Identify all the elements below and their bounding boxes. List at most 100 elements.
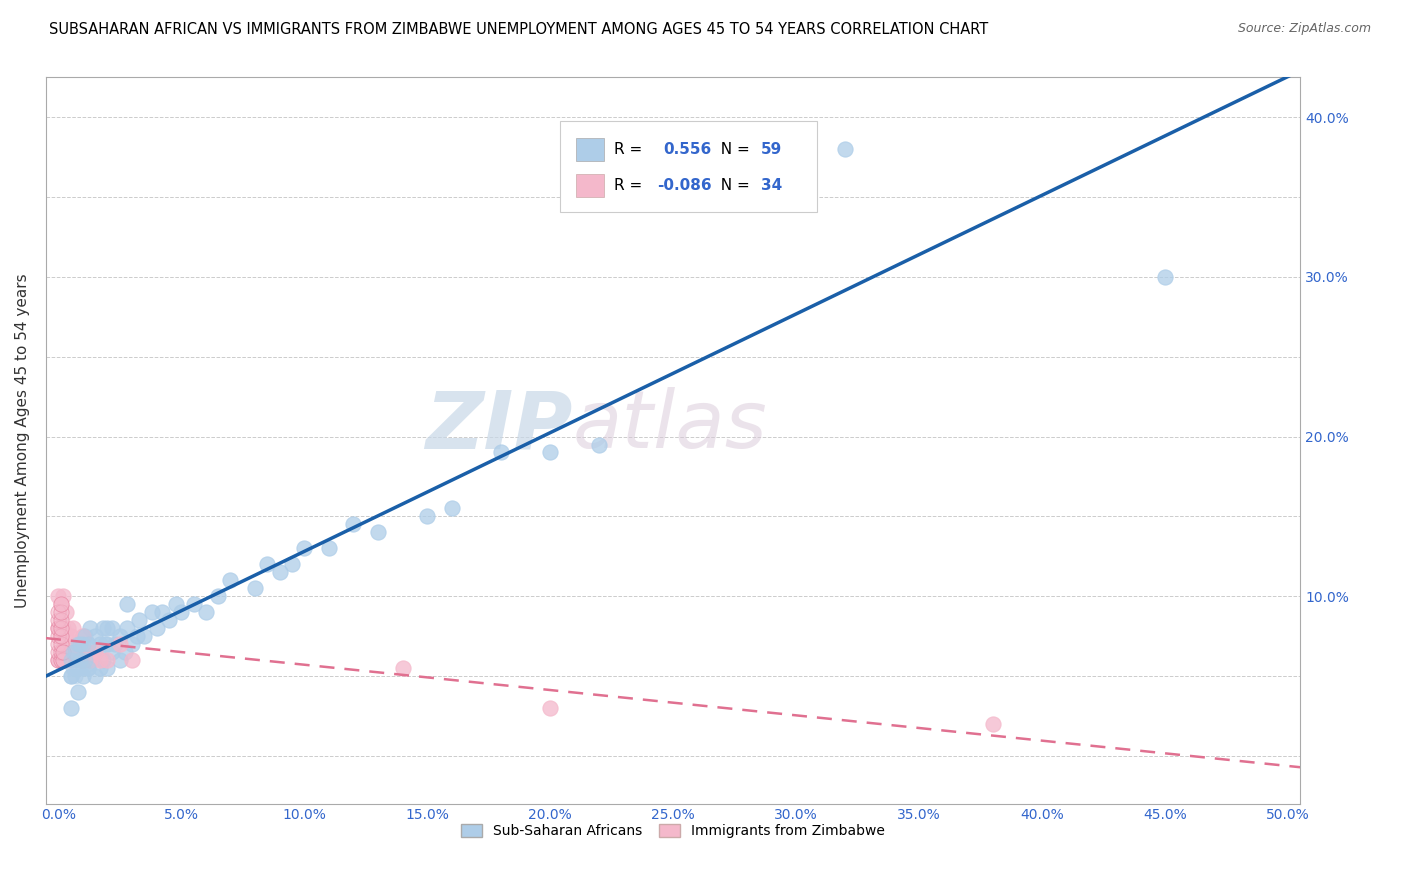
Point	[52, 589, 75, 603]
Point	[49, 597, 72, 611]
Point	[72, 637, 94, 651]
Point	[101, 645, 124, 659]
Point	[52, 653, 75, 667]
Point	[49, 621, 72, 635]
Bar	[576, 137, 605, 161]
Point	[108, 629, 131, 643]
Point	[66, 645, 89, 659]
Point	[52, 645, 75, 659]
Point	[84, 669, 107, 683]
Point	[342, 517, 364, 532]
Point	[194, 605, 217, 619]
Point	[62, 661, 84, 675]
Point	[538, 445, 561, 459]
Text: SUBSAHARAN AFRICAN VS IMMIGRANTS FROM ZIMBABWE UNEMPLOYMENT AMONG AGES 45 TO 54 : SUBSAHARAN AFRICAN VS IMMIGRANTS FROM ZI…	[49, 22, 988, 37]
Text: 0.556: 0.556	[664, 142, 711, 157]
Point	[65, 653, 87, 667]
Point	[49, 605, 72, 619]
Point	[391, 661, 413, 675]
Point	[49, 629, 72, 643]
Text: R =: R =	[614, 178, 647, 194]
Point	[56, 621, 79, 635]
Y-axis label: Unemployment Among Ages 45 to 54 years: Unemployment Among Ages 45 to 54 years	[15, 273, 30, 607]
Bar	[576, 174, 605, 197]
Point	[256, 558, 278, 572]
Point	[46, 653, 69, 667]
Point	[52, 621, 75, 635]
Point	[114, 645, 136, 659]
Point	[55, 629, 77, 643]
Point	[49, 629, 72, 643]
Point	[46, 621, 69, 635]
Text: 59: 59	[761, 142, 782, 157]
Point	[269, 565, 291, 579]
Text: 34: 34	[761, 178, 782, 194]
Point	[69, 653, 91, 667]
Point	[981, 716, 1004, 731]
Point	[121, 637, 143, 651]
Point	[69, 637, 91, 651]
Point	[165, 597, 187, 611]
Point	[46, 589, 69, 603]
Point	[56, 645, 79, 659]
Point	[49, 597, 72, 611]
Point	[183, 597, 205, 611]
Point	[46, 629, 69, 643]
Point	[91, 621, 114, 635]
Point	[134, 629, 156, 643]
Point	[1153, 269, 1175, 284]
Point	[72, 669, 94, 683]
Point	[89, 661, 111, 675]
Point	[125, 629, 148, 643]
Point	[59, 669, 82, 683]
Point	[66, 685, 89, 699]
Point	[79, 621, 101, 635]
Point	[96, 637, 118, 651]
Point	[49, 653, 72, 667]
Point	[62, 645, 84, 659]
Point	[72, 629, 94, 643]
Point	[75, 653, 97, 667]
Point	[94, 637, 117, 651]
Point	[150, 605, 173, 619]
Point	[84, 645, 107, 659]
Point	[207, 589, 229, 603]
Point	[96, 621, 118, 635]
Point	[46, 653, 69, 667]
Point	[62, 621, 84, 635]
Point	[89, 637, 111, 651]
FancyBboxPatch shape	[560, 121, 817, 211]
Point	[96, 661, 118, 675]
Point	[46, 637, 69, 651]
Point	[588, 437, 610, 451]
Point	[79, 653, 101, 667]
Point	[101, 621, 124, 635]
Point	[72, 653, 94, 667]
Point	[49, 645, 72, 659]
Point	[76, 661, 98, 675]
Point	[76, 637, 98, 651]
Point	[440, 501, 463, 516]
Point	[65, 669, 87, 683]
Point	[157, 613, 180, 627]
Point	[49, 637, 72, 651]
Point	[55, 605, 77, 619]
Point	[65, 637, 87, 651]
Point	[72, 661, 94, 675]
Point	[76, 645, 98, 659]
Point	[75, 629, 97, 643]
Point	[84, 645, 107, 659]
Text: -0.086: -0.086	[657, 178, 711, 194]
Point	[59, 653, 82, 667]
Point	[538, 701, 561, 715]
Point	[91, 653, 114, 667]
Point	[318, 541, 340, 556]
Point	[367, 525, 389, 540]
Legend: Sub-Saharan Africans, Immigrants from Zimbabwe: Sub-Saharan Africans, Immigrants from Zi…	[456, 819, 890, 844]
Point	[128, 613, 150, 627]
Point	[79, 653, 101, 667]
Text: N =: N =	[710, 142, 754, 157]
Point	[141, 605, 163, 619]
Point	[62, 645, 84, 659]
Point	[46, 621, 69, 635]
